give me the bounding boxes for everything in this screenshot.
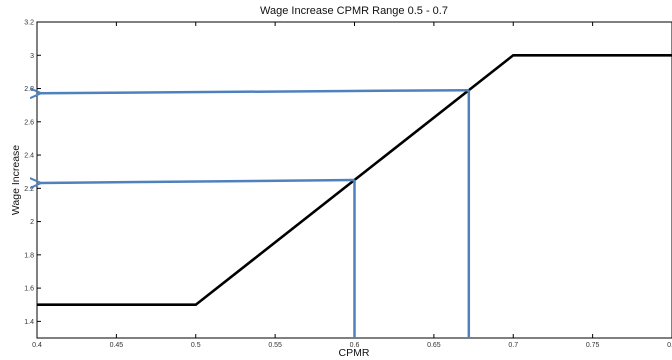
y-tick-label: 2: [30, 219, 34, 226]
y-tick-label: 3: [30, 53, 34, 60]
axis-ticks: 0.4 0.45 0.5 0.55 0.6 0.65 0.7 0.75 0.8 1.4 1.6 1.8…: [24, 20, 672, 349]
x-tick-label: 0.6: [350, 342, 360, 349]
x-tick-label: 0.4: [32, 342, 42, 349]
annotation-layer: [40, 90, 471, 338]
x-tick-label: 0.5: [191, 342, 201, 349]
x-tick-label: 0.7: [508, 342, 518, 349]
x-tick-label: 0.45: [110, 342, 124, 349]
x-tick-label: 0.75: [586, 342, 600, 349]
y-tick-label: 1.8: [24, 252, 34, 259]
chart-title: Wage Increase CPMR Range 0.5 - 0.7: [260, 5, 448, 17]
y-tick-label: 2.4: [24, 153, 34, 160]
x-tick-label: 0.8: [667, 342, 672, 349]
y-tick-label: 1.4: [24, 319, 34, 326]
y-tick-label: 3.2: [24, 20, 34, 27]
y-axis-label: Wage Increase: [10, 145, 22, 215]
y-tick-label: 2.6: [24, 119, 34, 126]
x-axis-label: CPMR: [339, 347, 370, 359]
lookup-arrow-line: [40, 90, 469, 93]
y-tick-label: 2.8: [24, 86, 34, 93]
y-tick-label: 1.6: [24, 286, 34, 293]
lookup-arrow-line: [40, 180, 355, 183]
y-tick-label: 2.2: [24, 186, 34, 193]
x-tick-label: 0.55: [268, 342, 282, 349]
x-tick-label: 0.65: [427, 342, 441, 349]
